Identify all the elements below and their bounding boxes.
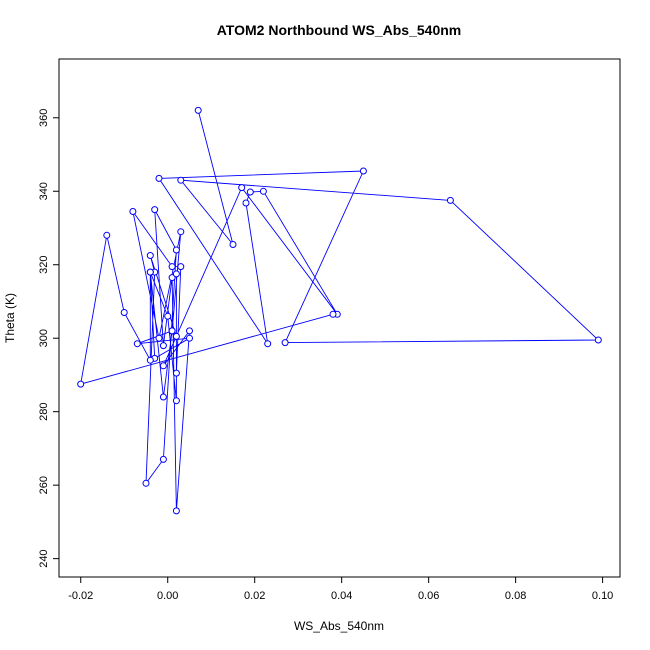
- chart-title: ATOM2 Northbound WS_Abs_540nm: [217, 22, 462, 38]
- y-tick-label: 280: [38, 403, 50, 421]
- data-point: [155, 334, 163, 342]
- x-axis: -0.02 0.00 0.02 0.04 0.06 0.08 0.10: [68, 576, 613, 602]
- data-point: [172, 332, 180, 340]
- y-tick-label: 360: [38, 109, 50, 127]
- data-point: [159, 362, 167, 370]
- data-point: [146, 268, 154, 276]
- data-point: [194, 106, 202, 114]
- data-point: [177, 228, 185, 236]
- data-point: [281, 339, 289, 347]
- data-point: [168, 274, 176, 282]
- x-tick-label: 0.00: [157, 590, 178, 602]
- y-axis: 240 260 280 300 320 340 360: [38, 109, 60, 568]
- plot-frame: [58, 58, 621, 578]
- series-points: [77, 106, 602, 515]
- data-point: [159, 455, 167, 463]
- data-point: [359, 167, 367, 175]
- data-point: [264, 340, 272, 348]
- y-tick-label: 300: [38, 329, 50, 347]
- data-point: [172, 369, 180, 377]
- y-tick-label: 320: [38, 256, 50, 274]
- x-tick-label: -0.02: [68, 590, 93, 602]
- data-point: [168, 327, 176, 335]
- data-point: [142, 479, 150, 487]
- data-point: [103, 231, 111, 239]
- data-point: [146, 252, 154, 259]
- data-point: [172, 246, 180, 254]
- data-point: [259, 187, 267, 195]
- x-tick-label: 0.06: [418, 590, 439, 602]
- data-point: [446, 196, 454, 204]
- data-point: [246, 188, 254, 196]
- data-point: [151, 206, 159, 214]
- data-point: [133, 340, 141, 348]
- data-point: [186, 327, 193, 335]
- data-point: [329, 310, 337, 318]
- data-point: [238, 184, 246, 192]
- data-point: [242, 199, 250, 207]
- y-tick-label: 240: [38, 549, 50, 567]
- series-line: [80, 110, 600, 511]
- x-tick-label: 0.02: [244, 590, 265, 602]
- y-axis-label: Theta (K): [3, 293, 17, 343]
- data-point: [594, 336, 602, 344]
- data-point: [155, 174, 163, 182]
- x-tick-label: 0.10: [592, 590, 613, 602]
- data-point: [159, 342, 167, 350]
- data-point: [120, 309, 128, 316]
- data-point: [129, 208, 137, 215]
- x-tick-label: 0.04: [331, 590, 352, 602]
- data-point: [146, 356, 154, 364]
- data-point: [77, 380, 85, 388]
- data-point: [177, 176, 185, 184]
- data-point: [177, 263, 185, 271]
- data-point: [172, 270, 180, 278]
- data-point: [164, 312, 172, 320]
- x-tick-label: 0.08: [505, 590, 526, 602]
- data-point: [159, 393, 167, 401]
- data-point: [168, 263, 176, 271]
- data-point: [172, 397, 180, 405]
- y-tick-label: 260: [38, 476, 50, 494]
- series-lines: [80, 110, 600, 511]
- data-point: [172, 507, 180, 515]
- data-point: [229, 241, 237, 248]
- y-tick-label: 340: [38, 182, 50, 200]
- data-point: [186, 334, 193, 342]
- x-axis-label: WS_Abs_540nm: [294, 619, 384, 633]
